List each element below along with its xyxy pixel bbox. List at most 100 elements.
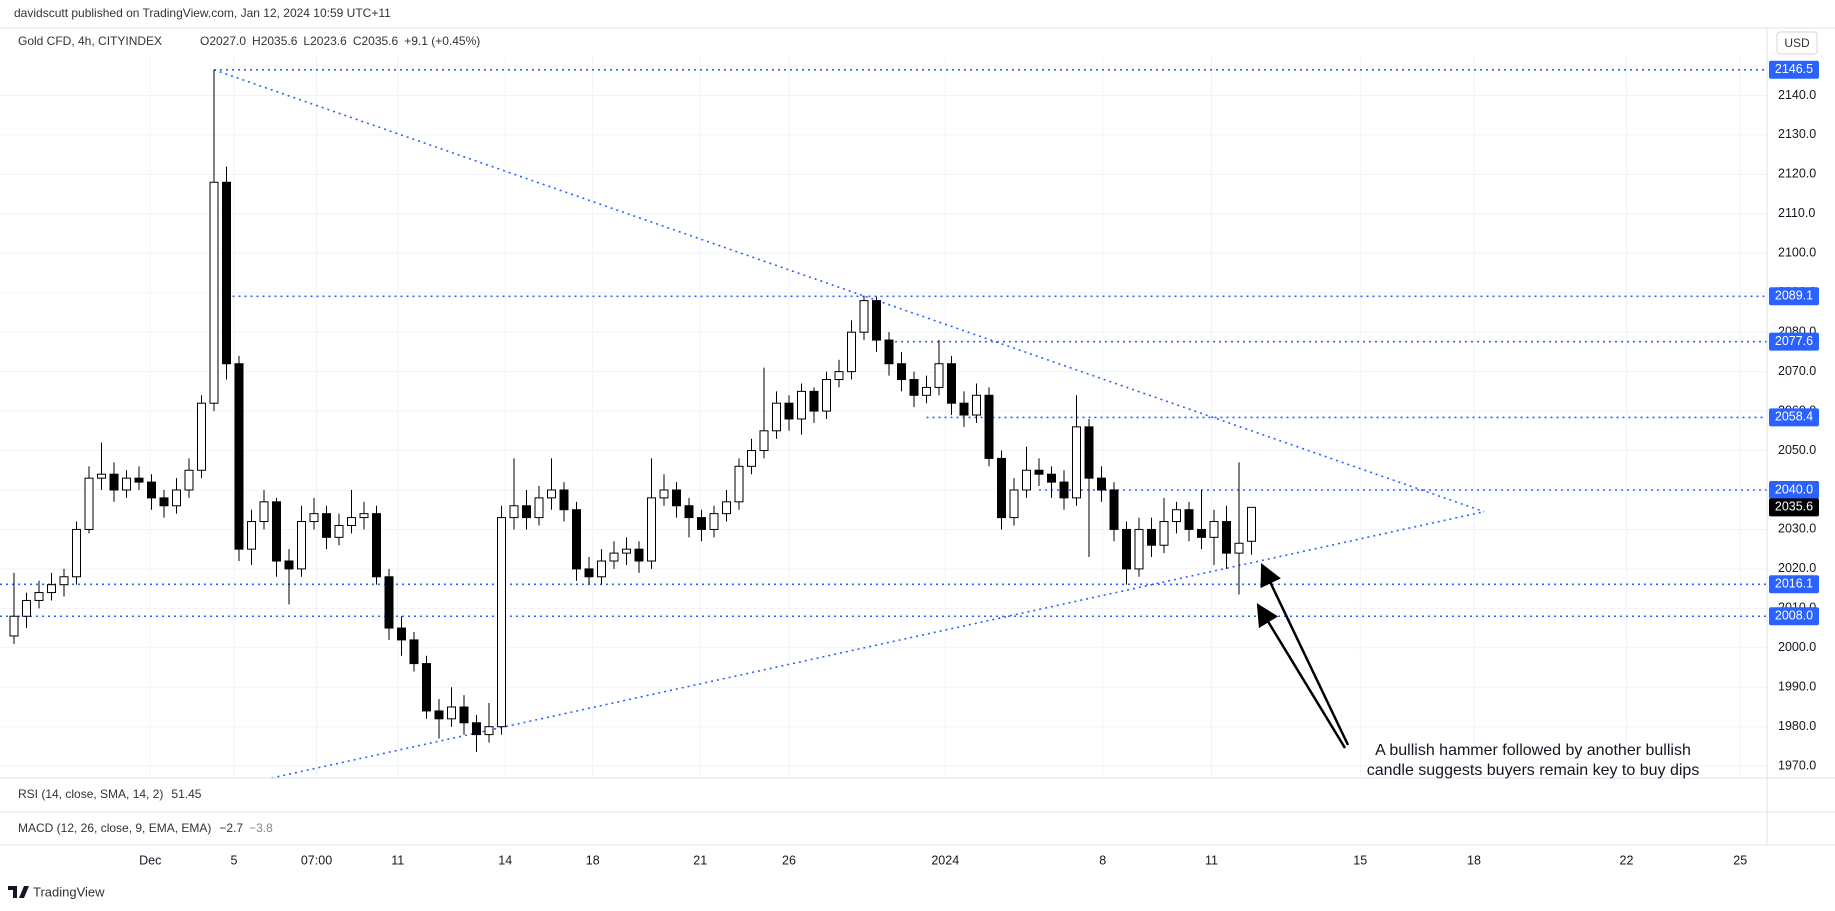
candle-body xyxy=(122,477,131,491)
candle-body xyxy=(997,457,1006,519)
x-tick-label: 26 xyxy=(782,853,796,867)
x-tick-label: 18 xyxy=(586,853,600,867)
y-tick-label: 2110.0 xyxy=(1778,206,1815,220)
candle-body xyxy=(59,576,69,586)
candle-body xyxy=(72,528,81,578)
x-tick-label: 2024 xyxy=(931,853,959,867)
legend-value: +9.1 (+0.45%) xyxy=(404,34,480,48)
candle-body xyxy=(447,706,456,720)
candle-body xyxy=(672,489,681,507)
candle-body xyxy=(459,706,469,724)
candle-body xyxy=(959,402,969,416)
candle-body xyxy=(384,576,394,629)
candle-body xyxy=(297,521,306,570)
candle-body xyxy=(259,501,269,523)
candle-body xyxy=(1122,528,1131,570)
candle-body xyxy=(247,521,256,550)
indicator-label: RSI (14, close, SMA, 14, 2) xyxy=(18,787,163,801)
x-tick-label: 15 xyxy=(1353,853,1367,867)
candle-body xyxy=(472,722,481,736)
x-tick-label: 8 xyxy=(1099,853,1106,867)
symbol-title[interactable]: Gold CFD, 4h, CITYINDEX xyxy=(18,34,162,48)
candle-body xyxy=(572,509,581,570)
candle-body xyxy=(1059,481,1069,499)
level-price-label: 2089.1 xyxy=(1775,289,1813,303)
x-tick-label: 22 xyxy=(1620,853,1634,867)
candle-body xyxy=(147,481,156,499)
level-price-tag xyxy=(1769,60,1819,79)
candle-body xyxy=(697,517,706,530)
y-tick-label: 2100.0 xyxy=(1778,246,1816,260)
candle-body xyxy=(347,517,356,526)
candle-body xyxy=(634,548,644,562)
level-price-label: 2040.0 xyxy=(1775,482,1813,496)
y-tick-label: 2050.0 xyxy=(1778,443,1816,457)
candle-body xyxy=(722,501,731,515)
candle-body xyxy=(309,513,319,523)
plot-area xyxy=(0,69,1767,778)
candle-body xyxy=(784,402,794,420)
candle-body xyxy=(1084,426,1094,479)
candle-body xyxy=(209,181,219,404)
legend-value: L2023.6 xyxy=(303,34,347,48)
y-tick-label: 1980.0 xyxy=(1778,719,1816,733)
candle-body xyxy=(372,513,381,578)
footer-brand[interactable]: TradingView xyxy=(33,884,105,899)
candle-body xyxy=(184,469,194,491)
y-tick-label: 2020.0 xyxy=(1778,561,1816,575)
annotation-line: A bullish hammer followed by another bul… xyxy=(1375,742,1691,759)
candle-body xyxy=(822,379,831,412)
x-tick-label: Dec xyxy=(139,853,161,867)
candle-body xyxy=(97,473,106,479)
y-tick-label: 2130.0 xyxy=(1778,127,1816,141)
candle-body xyxy=(1147,528,1156,546)
candle-body xyxy=(847,331,856,373)
candle-body xyxy=(497,517,506,728)
candle-body xyxy=(734,465,744,503)
y-tick-label: 2070.0 xyxy=(1778,364,1816,378)
level-price-tag xyxy=(1769,607,1819,626)
candle-body xyxy=(859,300,869,333)
annotation-line: candle suggests buyers remain key to buy… xyxy=(1367,762,1700,779)
candle-body xyxy=(759,430,769,452)
candle-body xyxy=(22,599,31,617)
candle-body xyxy=(1034,469,1044,475)
y-tick-label: 2120.0 xyxy=(1778,167,1816,181)
trend-line xyxy=(213,69,1485,513)
y-tick-label: 1990.0 xyxy=(1778,680,1816,694)
candle-body xyxy=(534,497,544,519)
x-tick-label: 14 xyxy=(498,853,512,867)
annotation-arrow xyxy=(1260,562,1350,746)
candle-body xyxy=(972,394,981,416)
candle-body xyxy=(1247,506,1256,542)
candle-body xyxy=(1109,489,1119,530)
candle-body xyxy=(1022,469,1031,491)
candle-body xyxy=(397,627,406,641)
candle-body xyxy=(1047,473,1056,483)
publisher: davidscutt published on TradingView.com,… xyxy=(14,6,391,20)
indicator-value: 51.45 xyxy=(171,787,201,801)
currency-button[interactable] xyxy=(1776,31,1818,55)
level-price-label: 2077.6 xyxy=(1775,334,1813,348)
candle-body xyxy=(772,402,781,432)
candle-body xyxy=(884,339,894,365)
y-tick-label: 2140.0 xyxy=(1778,88,1816,102)
candle-body xyxy=(1009,489,1019,519)
y-tick-label: 2030.0 xyxy=(1778,522,1816,536)
level-price-label: 2008.0 xyxy=(1775,609,1813,623)
x-tick-label: 21 xyxy=(693,853,707,867)
currency[interactable]: USD xyxy=(1784,36,1810,50)
candle-body xyxy=(1197,528,1206,538)
y-tick-label: 1970.0 xyxy=(1778,758,1816,772)
candle-body xyxy=(422,663,431,712)
x-tick-label: 5 xyxy=(231,853,238,867)
candle-body xyxy=(647,497,656,562)
candle-body xyxy=(159,497,169,507)
candle-body xyxy=(522,505,531,519)
candle-body xyxy=(609,552,619,562)
candle-body xyxy=(934,363,944,388)
y-tick-label: 2000.0 xyxy=(1778,640,1816,654)
indicator-value: −3.8 xyxy=(249,821,273,835)
